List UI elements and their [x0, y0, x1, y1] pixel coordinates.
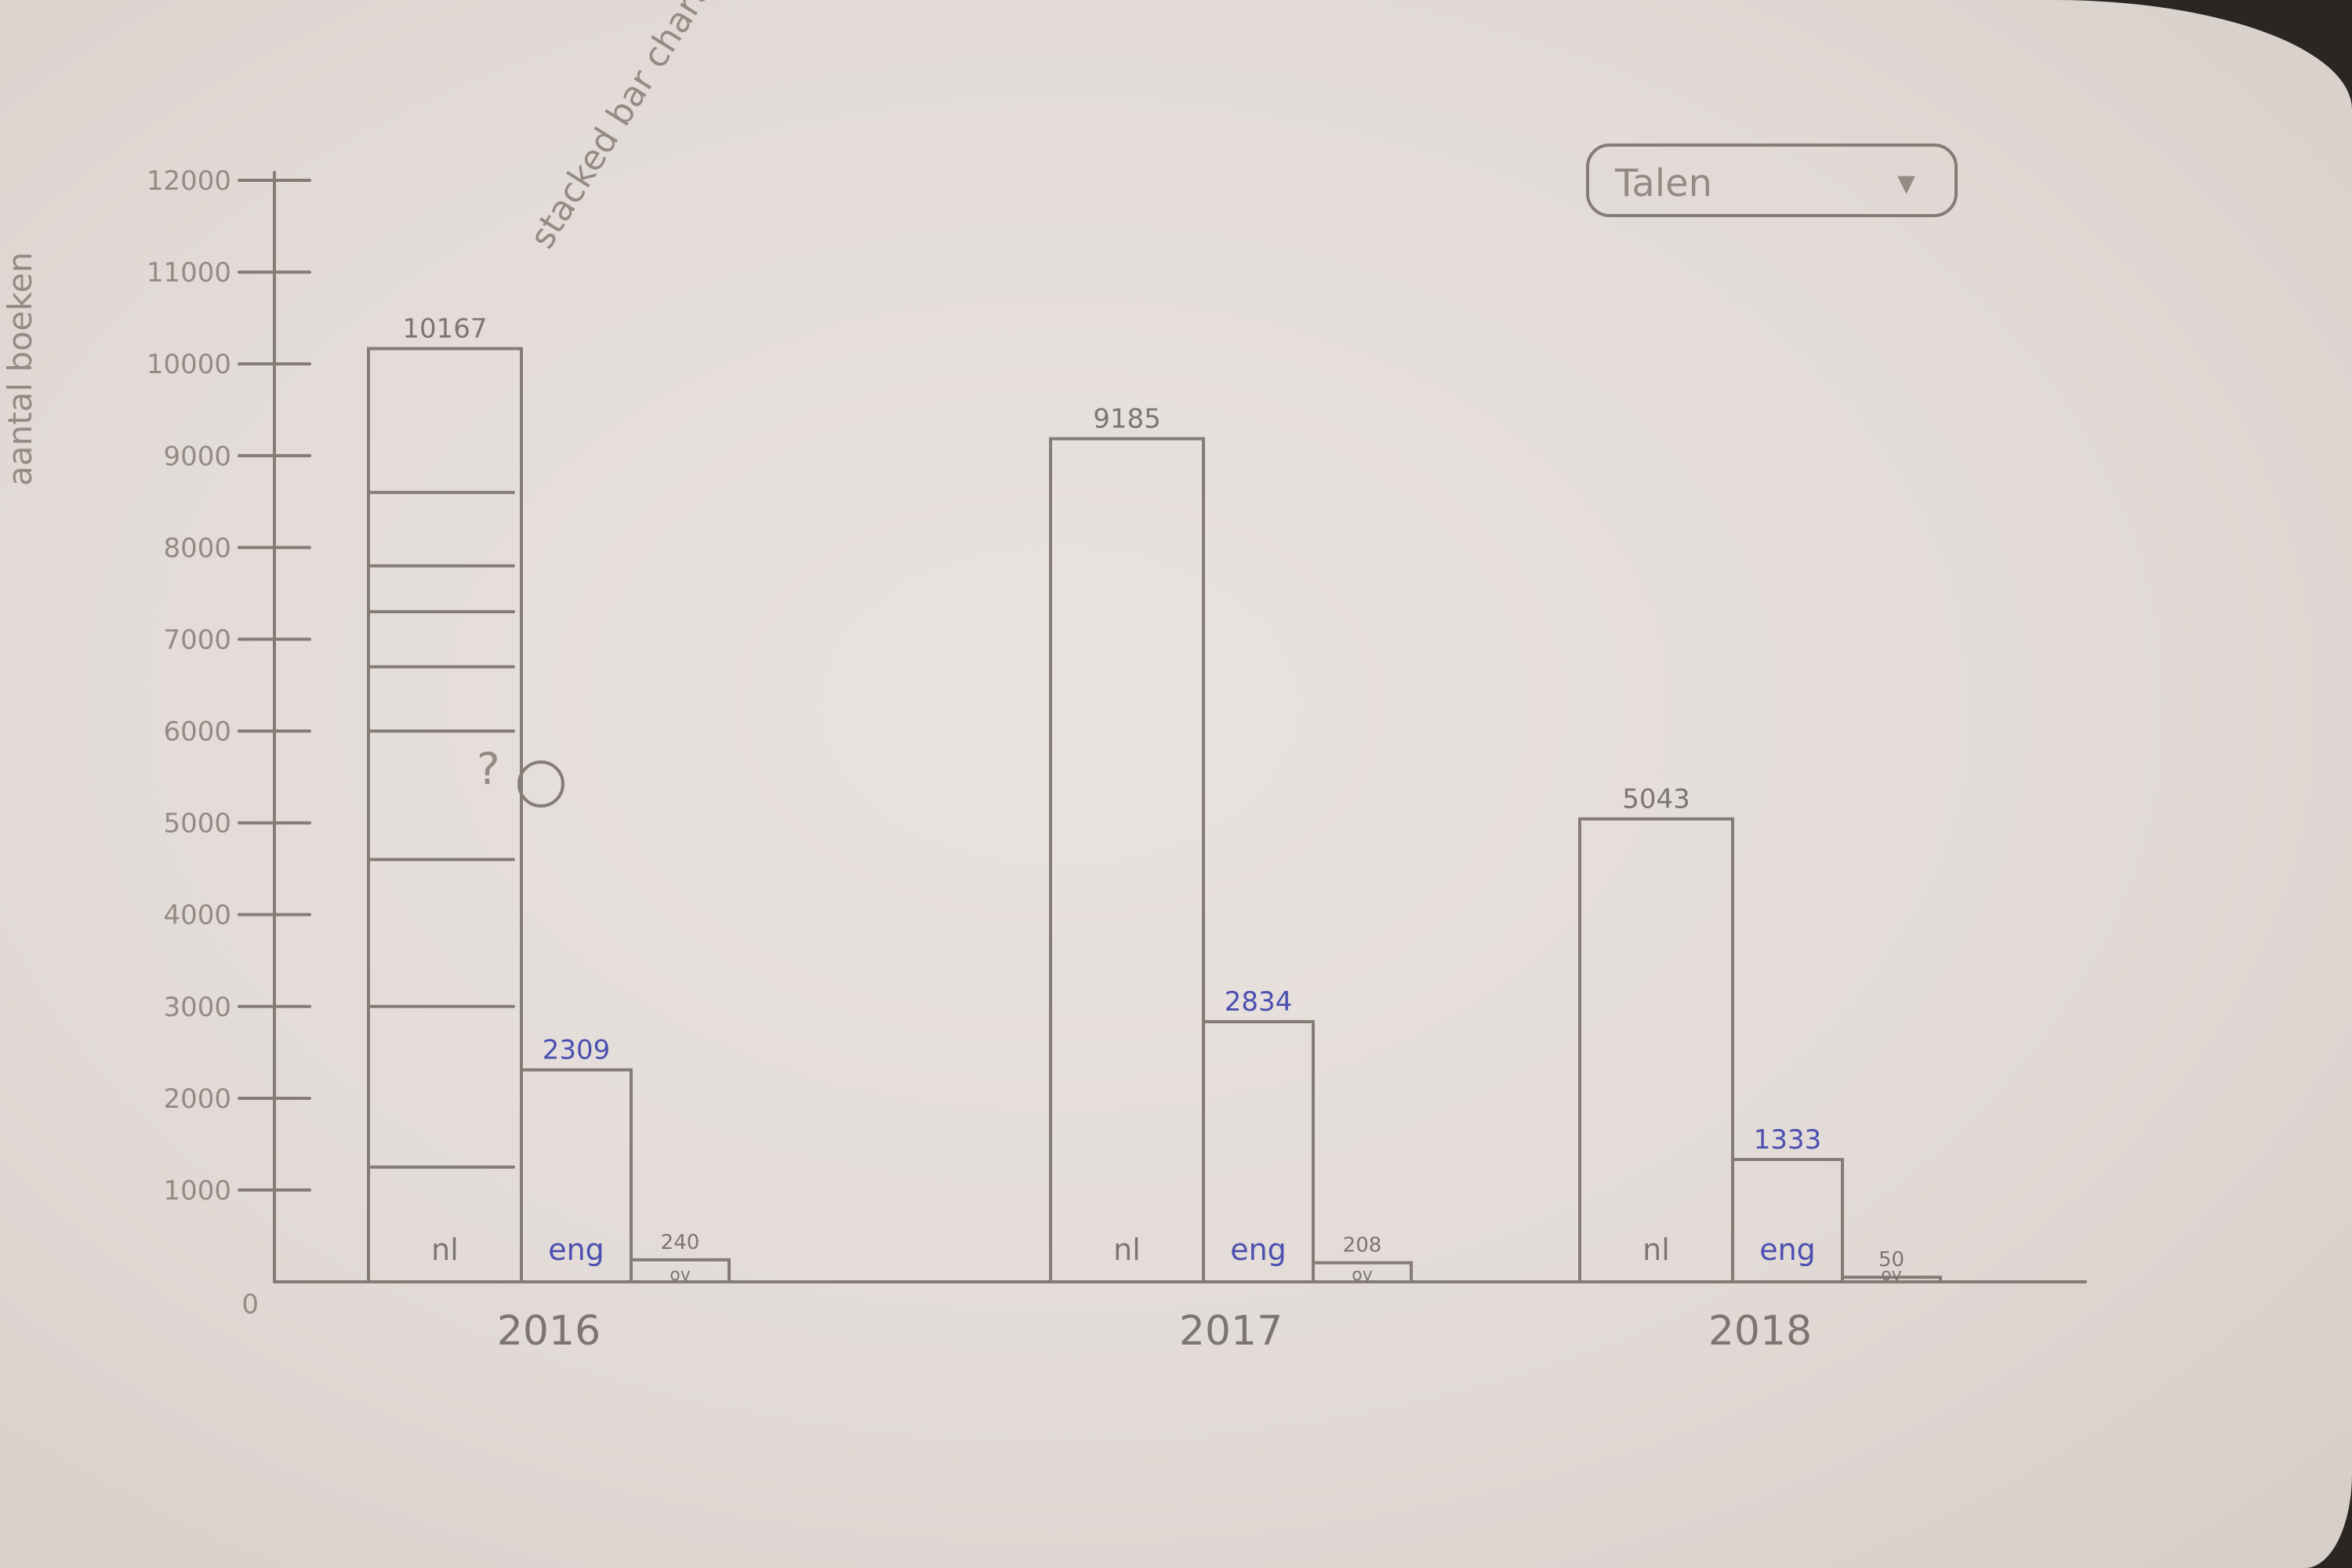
chevron-down-icon: ▾ — [1897, 161, 1915, 203]
bar-ov — [1841, 1276, 1942, 1284]
x-category-label: 2016 — [497, 1308, 601, 1355]
y-tick-label: 3000 — [163, 992, 231, 1023]
bar-series-label: ov — [670, 1265, 690, 1285]
bar-series-label: ov — [1881, 1265, 1901, 1285]
x-category-label: 2017 — [1179, 1308, 1283, 1355]
dropdown-box[interactable] — [1586, 143, 1958, 217]
bar-nl — [367, 347, 523, 1283]
bar-value-label: 2309 — [543, 1035, 611, 1066]
bar-eng — [1202, 1020, 1315, 1283]
y-tick-label: 4000 — [163, 900, 231, 931]
question-annotation: ? — [477, 744, 564, 808]
bar-series-label: eng — [1759, 1232, 1816, 1267]
annotation-circle — [517, 760, 564, 808]
y-tick-label: 7000 — [163, 624, 231, 655]
bar-series-label: eng — [1230, 1232, 1287, 1267]
bar-series-label: nl — [1642, 1232, 1670, 1267]
y-tick-label: 1000 — [163, 1175, 231, 1207]
labels: 10167 nl 2309 eng 240 ov 2016 9185 nl 2834 eng 208 o… — [402, 314, 1904, 1355]
bar-ov — [1312, 1261, 1413, 1283]
bar-value-label: 2834 — [1225, 986, 1293, 1018]
bar-eng — [520, 1068, 633, 1283]
y-tick-label: 2000 — [163, 1083, 231, 1115]
language-dropdown[interactable]: Talen ▾ — [1586, 143, 1958, 217]
bars — [367, 347, 1942, 1284]
bar-series-label: eng — [548, 1232, 604, 1267]
bar-value-label: 240 — [661, 1231, 700, 1254]
y-tick-label: 5000 — [163, 808, 231, 840]
bar-nl — [1578, 817, 1734, 1283]
axes: 1200011000100009000800070006000500040003… — [147, 165, 2087, 1320]
annotation-symbol: ? — [477, 744, 500, 795]
y-tick-label: 0 — [241, 1289, 259, 1320]
x-category-label: 2018 — [1708, 1308, 1812, 1355]
bar-value-label: 5043 — [1622, 784, 1690, 815]
y-tick-label: 10000 — [147, 349, 231, 380]
bar-ov — [630, 1258, 731, 1284]
bar-value-label: 208 — [1343, 1234, 1382, 1258]
bar-value-label: 9185 — [1093, 404, 1161, 435]
y-tick-label: 12000 — [147, 165, 231, 197]
bar-eng — [1731, 1157, 1844, 1283]
chart-title: stacked bar chart — [522, 0, 717, 256]
y-tick-label: 8000 — [163, 532, 231, 564]
y-tick-label: 11000 — [147, 257, 231, 289]
y-tick-label: 9000 — [163, 441, 231, 472]
bar-value-label: 50 — [1878, 1248, 1904, 1272]
dropdown-label: Talen — [1614, 162, 1712, 205]
bar-series-label: nl — [431, 1232, 459, 1267]
bar-series-label: nl — [1113, 1232, 1141, 1267]
bar-series-label: ov — [1352, 1265, 1372, 1285]
bar-nl — [1049, 437, 1205, 1283]
bar-value-label: 1333 — [1754, 1124, 1822, 1156]
y-tick-label: 6000 — [163, 717, 231, 748]
y-axis-label: aantal boeken — [1, 252, 39, 486]
bar-value-label: 10167 — [402, 314, 487, 345]
